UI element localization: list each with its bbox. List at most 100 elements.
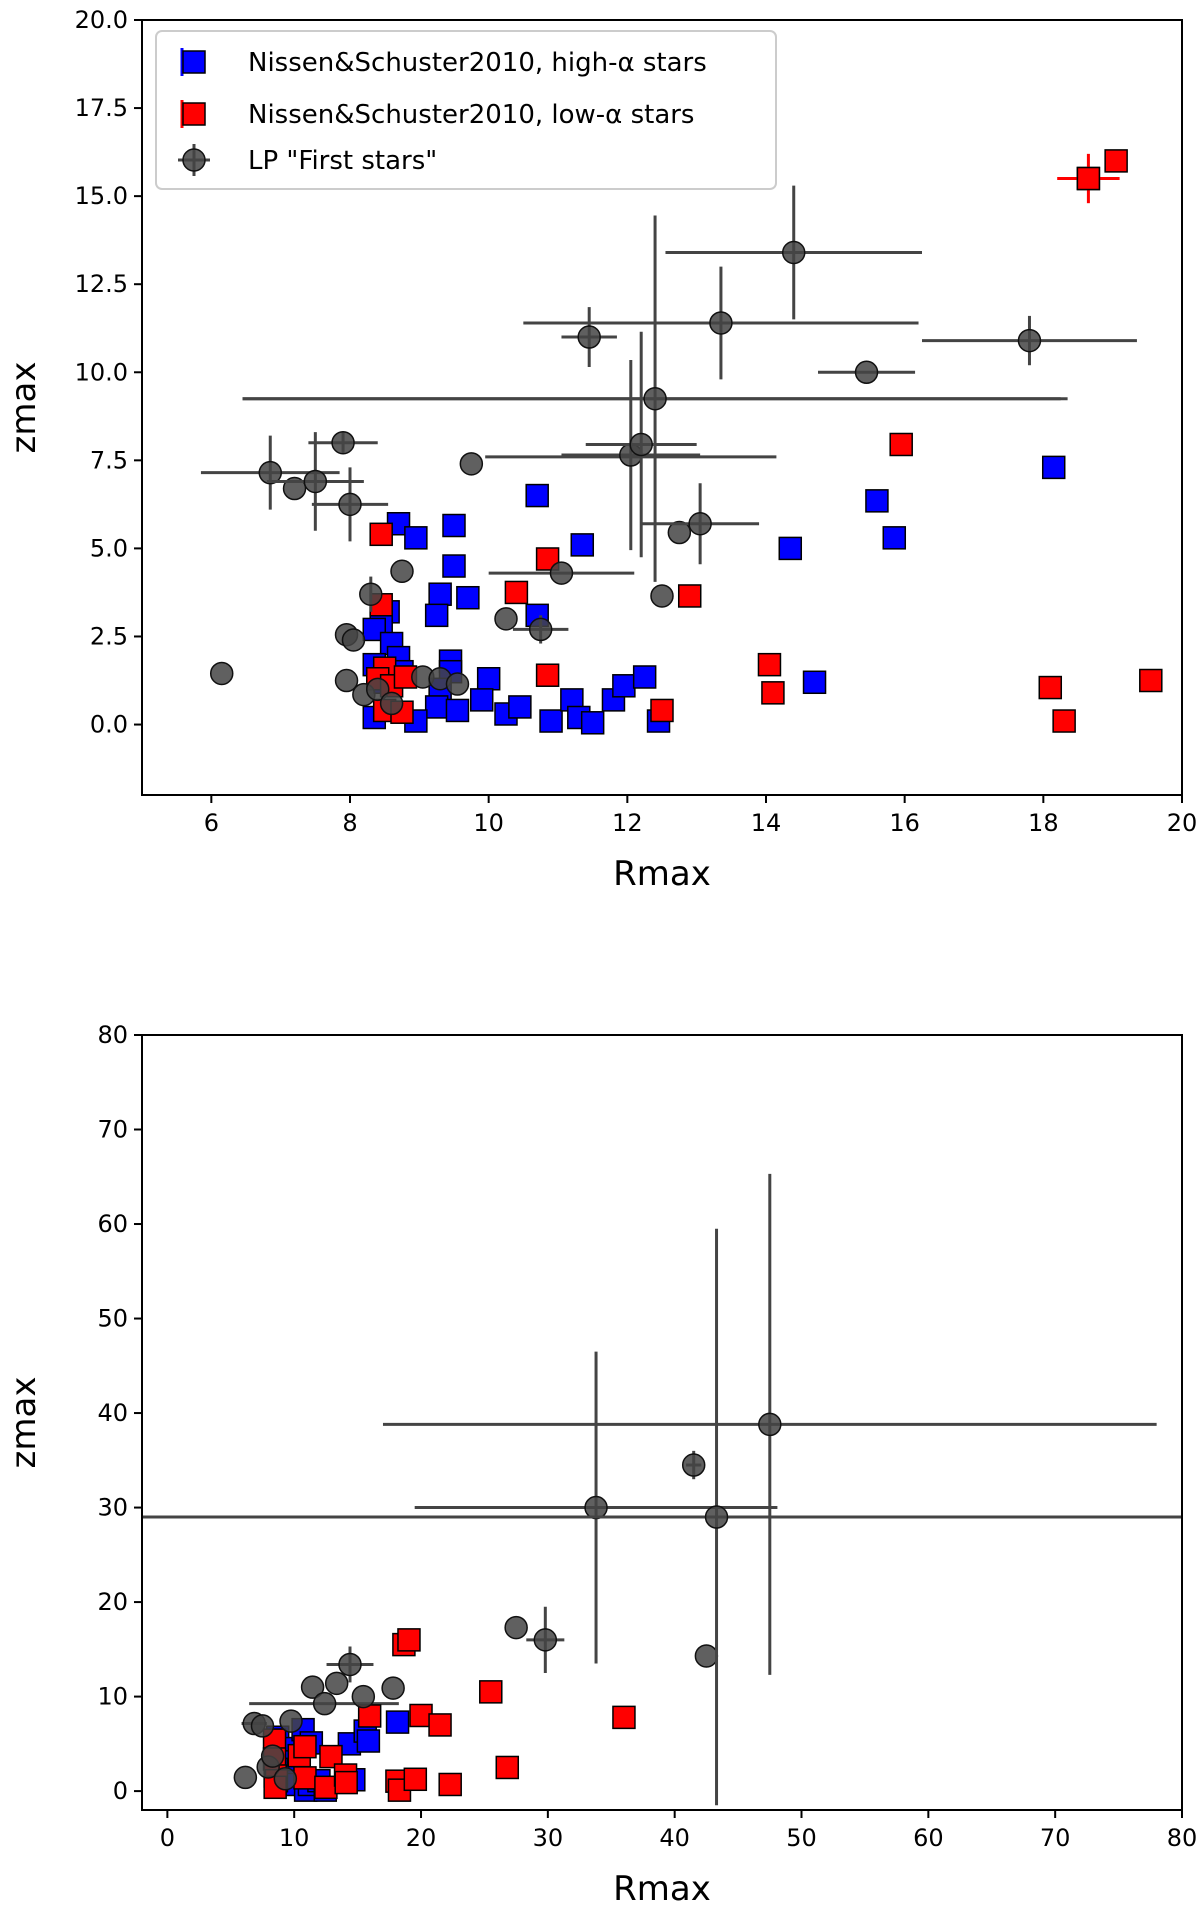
point-low-alpha-16 [1038,675,1063,700]
point-low-alpha-21 [479,1680,503,1704]
point-low-alpha-13 [757,652,782,677]
y-tick-label: 80 [97,1021,128,1049]
x-tick-label: 0 [160,1824,175,1852]
point-lp-first-stars-7 [359,582,383,606]
y-tick-label: 30 [97,1494,128,1522]
point-lp-first-stars-15 [584,1495,608,1520]
point-high-alpha-17 [476,667,501,691]
point-low-alpha-12 [357,1704,382,1728]
x-tick-label: 10 [473,809,504,837]
point-lp-first-stars-17 [694,1644,719,1668]
point-low-alpha-15 [889,432,913,457]
point-lp-first-stars-19 [528,617,553,642]
point-lp-first-stars-23 [629,432,653,457]
legend-label-high-alpha: Nissen&Schuster2010, high-α stars [248,48,707,78]
x-tick-label: 14 [751,809,782,837]
point-lp-first-stars-12 [390,559,414,584]
x-tick-label: 10 [279,1824,310,1852]
point-low-alpha-23 [612,1705,636,1730]
y-tick-label: 10.0 [75,358,128,386]
point-high-alpha-39 [882,526,907,550]
point-lp-first-stars-28 [709,311,733,335]
x-tick-label: 16 [889,809,920,837]
y-axis-label: zmax [4,362,44,454]
top-scatter-plot: 6 8 10 12 14 16 18 20 0.0 2.5 5.0 7.5 10.0 12.5 15.0 17… [4,6,1197,894]
point-high-alpha-29 [580,711,605,735]
point-lp-first-stars-29 [781,240,806,265]
point-high-alpha-3 [442,554,466,578]
legend-box [155,30,777,190]
x-tick-label: 12 [612,809,643,837]
point-lp-first-stars-24 [643,386,667,411]
point-lp-first-stars-8 [334,668,359,693]
point-low-alpha-8 [504,580,529,605]
point-lp-first-stars-8 [312,1691,337,1716]
y-tick-label: 40 [97,1399,128,1427]
point-lp-first-stars-11 [379,691,404,716]
point-lp-first-stars-12 [381,1676,405,1700]
point-low-alpha-12 [650,698,674,723]
point-lp-first-stars-2 [303,469,328,494]
point-high-alpha-31 [612,674,636,698]
point-high-alpha-32 [632,665,657,689]
point-high-alpha-9 [362,617,387,642]
point-high-alpha-23 [508,695,532,719]
point-low-alpha-20 [438,1772,462,1797]
legend-marker-low-alpha [182,102,206,126]
y-tick-label: 70 [97,1116,128,1144]
point-lp-first-stars-5 [273,1767,298,1791]
point-low-alpha-9 [314,1775,338,1800]
point-high-alpha-17 [385,1710,410,1734]
point-lp-first-stars-16 [681,1453,706,1477]
point-high-alpha-15 [356,1729,381,1753]
point-lp-first-stars-10 [365,677,390,702]
point-low-alpha-top [1076,166,1101,191]
x-tick-label: 6 [204,809,219,837]
point-lp-first-stars-11 [351,1684,376,1709]
point-lp-first-stars-30 [854,360,879,385]
y-tick-label: 20.0 [75,6,128,34]
point-lp-first-stars-1 [282,476,307,501]
point-low-alpha-18 [1139,668,1163,693]
plot-frame [141,19,1183,796]
x-tick-label: 70 [1040,1824,1071,1852]
x-tick-label: 20 [406,1824,437,1852]
y-tick-label: 7.5 [90,446,128,474]
point-high-alpha-20 [445,698,470,723]
point-low-alpha-6 [293,1734,317,1759]
point-low-alpha-17 [1052,709,1076,733]
point-lp-first-stars-2 [250,1714,275,1738]
point-lp-first-stars-27 [688,512,712,536]
x-axis-label: Rmax [613,1869,711,1909]
y-tick-label: 20 [97,1588,128,1616]
point-low-alpha-11 [334,1770,358,1795]
y-tick-label: 15.0 [75,182,128,210]
legend-marker-lp-first-stars [182,148,206,172]
point-lp-first-stars-9 [324,1671,349,1696]
point-low-alpha-9 [535,547,560,571]
y-tick-label: 60 [97,1210,128,1238]
point-high-alpha-35 [570,533,595,557]
point-lp-first-stars-0 [233,1765,258,1790]
point-low-alpha-19 [428,1713,452,1737]
y-tick-label: 2.5 [90,622,128,650]
point-high-alpha-1 [404,526,428,550]
point-low-alpha-11 [677,584,702,608]
legend: Nissen&Schuster2010, high-α stars Nissen&… [155,30,777,190]
point-low-alpha-15 [403,1767,428,1792]
y-tick-label: 17.5 [75,94,128,122]
point-lp-first-stars-15 [445,672,470,696]
bottom-scatter-plot: 0 10 20 30 40 50 60 70 80 0 10 20 30 40 50 60 70 80 Rmax zm… [4,1021,1198,1909]
plot-area [200,149,1163,735]
x-tick-label: 80 [1167,1824,1198,1852]
point-lp-first-stars-13 [504,1615,528,1640]
legend-marker-high-alpha [182,50,206,74]
point-lp-first-stars-20 [549,561,574,585]
point-high-alpha-5 [456,585,480,610]
point-high-alpha-40 [802,670,827,695]
point-low-alpha-0 [369,522,393,547]
point-low-alpha-22 [495,1755,520,1780]
point-lp-first-stars-4 [338,492,362,517]
x-axis-label: Rmax [613,854,711,894]
plot-area [142,1173,1182,1806]
